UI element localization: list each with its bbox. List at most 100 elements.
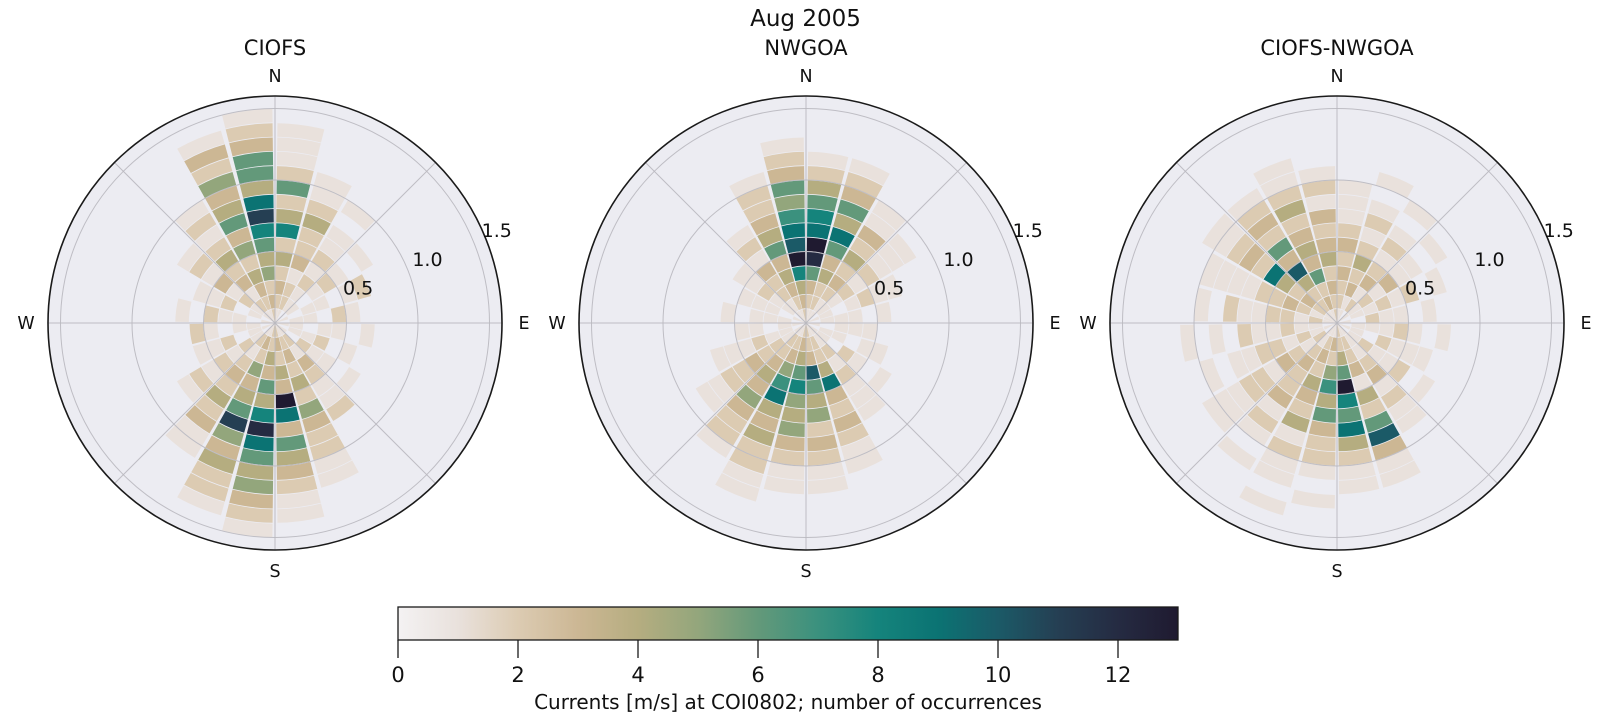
rose-cell — [165, 425, 202, 458]
rose-cell — [1326, 280, 1337, 295]
rose-cell — [337, 342, 358, 365]
rose-cell — [806, 378, 824, 395]
rose-cell — [1392, 323, 1409, 341]
rose-cell — [198, 171, 237, 198]
rose-cell — [1367, 345, 1386, 363]
rose-cell — [276, 475, 318, 495]
rose-cell — [792, 335, 803, 351]
rose-cell — [1263, 263, 1286, 287]
rose-cell — [1352, 373, 1372, 392]
rose-cell — [1359, 353, 1377, 372]
rose-cell — [1356, 385, 1379, 406]
rose-cell — [264, 280, 275, 295]
rose-cell — [239, 448, 274, 466]
rose-cell — [239, 180, 274, 198]
subplot-title-ciofs: CIOFS — [243, 36, 307, 60]
rose-cell — [1267, 384, 1293, 409]
rose-cell — [1300, 293, 1317, 309]
rose-cell — [240, 254, 260, 273]
rose-cell — [1282, 334, 1300, 351]
rose-cell — [176, 243, 204, 272]
rose-cell — [1214, 223, 1245, 258]
rose-cell — [1296, 330, 1312, 344]
rose-cell — [1337, 251, 1355, 268]
rose-cell — [268, 323, 275, 337]
figure-title: Aug 2005 — [750, 6, 861, 32]
rose-cell — [235, 353, 253, 372]
rose-cell — [311, 249, 335, 272]
rose-cell — [802, 309, 806, 323]
rose-cell — [1344, 282, 1358, 298]
rose-cell — [769, 337, 786, 353]
rose-cell — [816, 303, 831, 316]
rose-cell — [806, 316, 820, 323]
rose-cell — [276, 448, 311, 466]
rose-cell — [1312, 303, 1327, 316]
rose-cell — [799, 294, 806, 309]
rose-cell — [807, 406, 831, 423]
rose-cell — [276, 166, 314, 185]
rose-cell — [1308, 420, 1336, 437]
rose-cell — [1348, 268, 1365, 286]
rose-cell — [1241, 274, 1262, 300]
rose-cell — [756, 364, 777, 385]
rose-cell — [294, 385, 317, 406]
rose-cell — [245, 343, 261, 360]
rose-cell — [1368, 423, 1400, 447]
rose-cell — [1308, 209, 1336, 226]
rose-cell — [1308, 323, 1323, 330]
rose-cell — [277, 123, 325, 143]
rose-cell — [710, 346, 731, 372]
rose-cell — [275, 323, 289, 327]
rose-cell — [807, 448, 842, 466]
rose-cell — [1237, 324, 1254, 348]
rose-cell — [225, 123, 273, 143]
rose-cell — [275, 378, 293, 395]
rose-cell — [276, 151, 318, 171]
rose-cell — [1399, 342, 1420, 365]
rose-cell — [806, 337, 813, 352]
colorbar-tick-label: 4 — [631, 663, 644, 687]
rose-cell — [1424, 267, 1447, 296]
rose-cell — [1371, 435, 1407, 461]
rose-cell — [729, 171, 768, 198]
rose-cell — [219, 213, 248, 236]
rose-cell — [1365, 323, 1380, 334]
rose-cell — [785, 282, 799, 298]
rose-cell — [1307, 286, 1323, 303]
rose-cell — [1298, 461, 1336, 480]
rose-cell — [278, 335, 289, 351]
rose-cell — [220, 295, 238, 312]
rose-cell — [1277, 374, 1301, 397]
rose-cell — [222, 517, 273, 538]
rose-cell — [1338, 406, 1362, 423]
rose-cell — [1337, 392, 1359, 409]
rose-cell — [840, 185, 876, 211]
compass-label-south: S — [1331, 562, 1342, 582]
radial-tick-label: 0.5 — [1405, 278, 1435, 300]
rose-cell — [1253, 158, 1295, 186]
rose-cell — [1180, 324, 1199, 362]
rose-cell — [1288, 345, 1307, 363]
rose-cell — [769, 293, 786, 309]
rose-cell — [261, 323, 275, 330]
rose-cell — [265, 323, 275, 335]
rose-cell — [757, 227, 783, 248]
colorbar-tick-label: 10 — [985, 663, 1012, 687]
rose-cell — [1317, 298, 1330, 313]
rose-cell — [218, 308, 234, 323]
rose-cell — [817, 360, 834, 378]
rose-cell — [326, 263, 349, 287]
compass-label-east: E — [1049, 314, 1060, 334]
rose-cell — [764, 240, 787, 261]
rose-cell — [1323, 323, 1337, 330]
rose-cell — [250, 223, 274, 240]
rose-cell — [1398, 253, 1423, 279]
rose-cell — [1227, 350, 1250, 379]
rose-cell — [821, 373, 841, 392]
rose-cell — [257, 378, 275, 395]
rose-cell — [1330, 309, 1337, 323]
rose-cell — [1247, 212, 1279, 241]
rose-cell — [271, 323, 275, 337]
rose-cell — [1287, 261, 1308, 282]
